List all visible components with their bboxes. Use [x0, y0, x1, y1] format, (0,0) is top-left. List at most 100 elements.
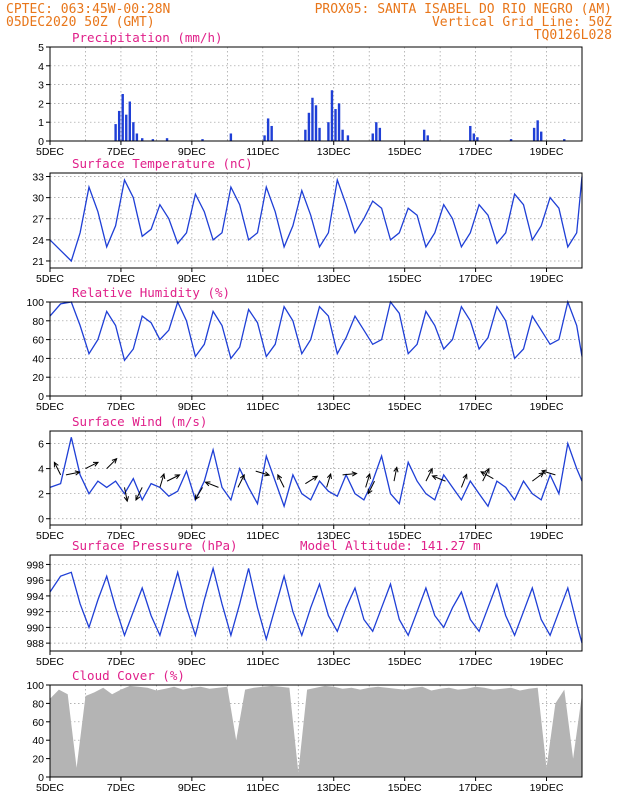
pressure-xtick-label: 19DEC: [530, 656, 564, 668]
humidity-frame: [49, 301, 583, 397]
humidity-xtick-label: 17DEC: [459, 401, 493, 413]
wind-arrow-head: [393, 466, 399, 473]
cloud-cover-ytick-label: 20: [32, 754, 44, 766]
humidity-xtick-label: 11DEC: [246, 401, 279, 413]
precip-bar: [378, 127, 382, 141]
header-grid-note: Vertical Grid Line: 50Z: [432, 15, 612, 30]
wind-arrow-shaft: [255, 470, 270, 476]
temperature-panel: Surface Temperature (nC) 21 24 27 30 33 5DEC 7D…: [32, 156, 583, 285]
wind-title: Surface Wind (m/s): [72, 414, 207, 429]
wind-xtick-label: 9DEC: [178, 530, 206, 542]
temperature-ytick-label: 27: [32, 214, 44, 226]
humidity-xtick-label: 7DEC: [107, 401, 135, 413]
temperature-frame: [49, 172, 583, 269]
precip-bar: [304, 129, 307, 141]
wind-arrow-shaft: [425, 468, 433, 482]
wind-arrow-head: [92, 461, 100, 467]
wind-arrow-shaft: [460, 474, 468, 488]
humidity-ytick-label: 80: [32, 316, 44, 328]
precip-ytick-label: 4: [38, 61, 44, 73]
wind-arrow-shaft: [194, 487, 203, 500]
wind-arrow-head: [427, 467, 433, 474]
pressure-xtick-label: 15DEC: [388, 656, 422, 668]
precip-xtick-label: 9DEC: [178, 146, 206, 158]
wind-arrow-head: [462, 473, 468, 480]
precip-ytick-label: 0: [38, 136, 44, 148]
precip-bar: [151, 139, 155, 141]
wind-arrow-head: [484, 467, 490, 474]
pressure-xtick-label: 9DEC: [178, 656, 206, 668]
precip-bar: [476, 137, 479, 141]
precip-ytick-label: 1: [38, 117, 44, 129]
wind-xtick-label: 11DEC: [246, 530, 279, 542]
humidity-xtick-label: 13DEC: [317, 401, 351, 413]
pressure-ytick-label: 990: [26, 622, 44, 634]
precip-bar: [346, 135, 350, 141]
wind-ytick-label: 2: [38, 489, 44, 501]
precip-bar: [563, 139, 566, 141]
pressure-ytick-label: 988: [26, 638, 44, 650]
wind-arrow-shaft: [305, 475, 318, 485]
precip-bar: [509, 139, 513, 141]
cloud-cover-ytick-label: 80: [32, 698, 44, 710]
wind-frame: [49, 430, 583, 526]
precip-xtick-label: 5DEC: [36, 146, 64, 158]
temperature-xtick-label: 9DEC: [178, 273, 206, 285]
header-run-date: 05DEC2020 50Z (GMT): [6, 15, 155, 30]
wind-arrow-shaft: [480, 471, 494, 480]
cloud-cover-title: Cloud Cover (%): [72, 668, 185, 683]
wind-arrow-head: [365, 472, 371, 480]
wind-xtick-label: 15DEC: [388, 530, 422, 542]
cloud-cover-xtick-label: 13DEC: [317, 782, 351, 794]
temperature-xtick-label: 5DEC: [36, 273, 64, 285]
wind-arrow-shaft: [237, 474, 245, 488]
humidity-ytick-label: 0: [38, 391, 44, 403]
precip-bar: [334, 109, 337, 141]
cloud-cover-xtick-label: 19DEC: [530, 782, 564, 794]
pressure-xtick-label: 7DEC: [107, 656, 135, 668]
pressure-series-line: [49, 565, 583, 644]
temperature-ytick-label: 33: [32, 172, 44, 184]
precip-xtick-label: 11DEC: [246, 146, 279, 158]
precip-bar: [141, 138, 144, 141]
temperature-ytick-label: 21: [32, 256, 44, 268]
wind-arrow-shaft: [326, 473, 332, 488]
wind-arrow-head: [277, 473, 283, 480]
precip-xtick-label: 15DEC: [388, 146, 422, 158]
wind-xtick-label: 17DEC: [459, 530, 493, 542]
precip-bar: [422, 129, 426, 141]
wind-arrow-head: [540, 469, 548, 475]
cloud-cover-ytick-label: 40: [32, 735, 44, 747]
wind-arrow-shaft: [85, 461, 99, 470]
temperature-xtick-label: 11DEC: [246, 273, 279, 285]
precip-bar: [337, 103, 341, 141]
wind-xtick-label: 7DEC: [107, 530, 135, 542]
temperature-xtick-label: 13DEC: [317, 273, 351, 285]
wind-arrow-head: [123, 496, 129, 503]
pressure-model-altitude: Model Altitude: 141.27 m: [300, 538, 481, 553]
pressure-ytick-label: 996: [26, 575, 44, 587]
temperature-xtick-label: 7DEC: [107, 273, 135, 285]
wind-ytick-label: 0: [38, 514, 44, 526]
wind-arrow-head: [351, 471, 358, 477]
precip-bar: [469, 125, 472, 141]
wind-arrow-head: [111, 457, 118, 464]
cloud-cover-ytick-label: 0: [38, 772, 44, 784]
wind-arrow-head: [160, 472, 166, 480]
pressure-xtick-label: 13DEC: [317, 656, 351, 668]
precipitation-panel: Precipitation (mm/h) 0 1 2 3 4 5 5DEC 7DEC 9DEC 11…: [36, 30, 583, 158]
wind-arrow-head: [326, 472, 332, 480]
precip-bar: [201, 139, 204, 141]
precip-bar: [426, 135, 429, 141]
precip-bar: [375, 122, 378, 141]
precip-bar: [307, 112, 311, 141]
cloud-cover-xtick-label: 7DEC: [107, 782, 135, 794]
cloud-cover-xtick-label: 5DEC: [36, 782, 64, 794]
cloud-cover-ytick-label: 60: [32, 717, 44, 729]
precip-title: Precipitation (mm/h): [72, 30, 223, 45]
pressure-xtick-label: 17DEC: [459, 656, 493, 668]
header-station-name: PROX05: SANTA ISABEL DO RIO NEGRO (AM): [315, 2, 612, 17]
cloud-cover-xtick-label: 9DEC: [178, 782, 206, 794]
cloud-cover-panel: Cloud Cover (%) 0 20 40 60 80 100 5DEC 7DEC 9DEC 1…: [26, 668, 583, 794]
